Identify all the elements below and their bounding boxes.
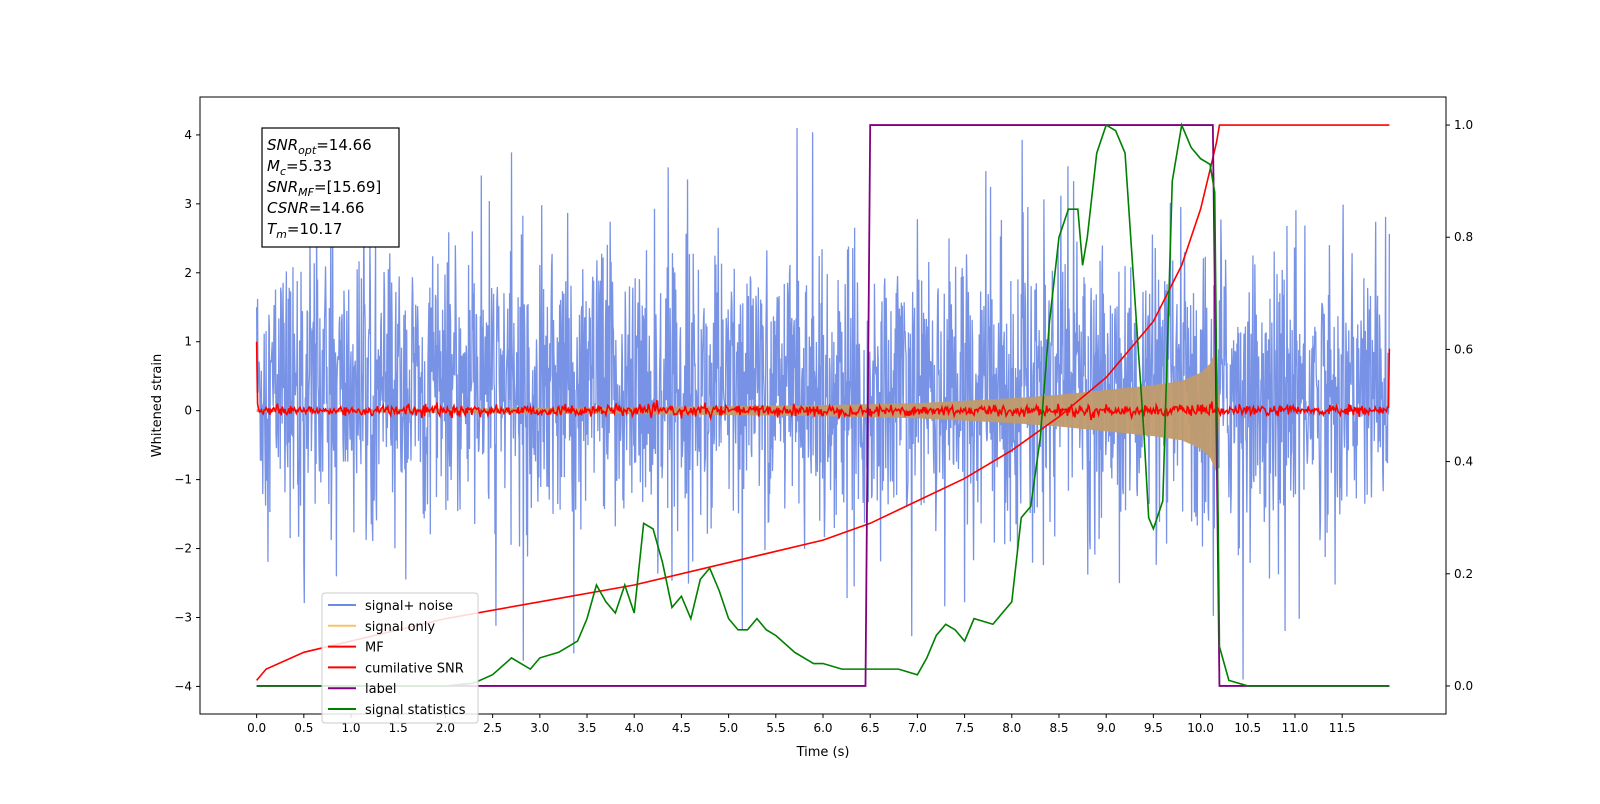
x-tick-label: 7.0: [908, 721, 927, 735]
x-tick-label: 9.0: [1097, 721, 1116, 735]
x-tick-label: 5.0: [719, 721, 738, 735]
legend-label: signal only: [365, 620, 435, 635]
x-axis-label: Time (s): [796, 745, 850, 760]
x-tick-label: 8.5: [1049, 721, 1068, 735]
y-tick-label-right: 1.0: [1454, 118, 1473, 132]
series-signal-noise: [255, 128, 1391, 680]
x-tick-label: 0.0: [247, 721, 266, 735]
y-tick-label-right: 0.4: [1454, 455, 1473, 469]
legend-label: MF: [365, 641, 384, 656]
y-tick-label-left: −1: [174, 473, 192, 487]
y-tick-label-right: 0.2: [1454, 567, 1473, 581]
info-line: SNRopt=14.66: [267, 136, 372, 157]
info-line: SNRMF=[15.69]: [267, 178, 381, 199]
y-tick-label-right: 0.6: [1454, 342, 1473, 356]
x-tick-label: 0.5: [294, 721, 313, 735]
legend-label: signal+ noise: [365, 599, 453, 614]
y-tick-label-left: 1: [184, 335, 192, 349]
x-tick-label: 9.5: [1144, 721, 1163, 735]
legend-box: [321, 592, 479, 724]
y-tick-label-left: −3: [174, 610, 192, 624]
info-line: Mc=5.33: [267, 157, 332, 178]
info-line: Tm=10.17: [267, 220, 342, 241]
x-tick-label: 2.5: [483, 721, 502, 735]
x-tick-label: 11.5: [1329, 721, 1356, 735]
x-tick-label: 1.5: [389, 721, 408, 735]
x-tick-label: 10.5: [1234, 721, 1261, 735]
y-tick-label-left: 0: [184, 404, 192, 418]
info-box: [261, 127, 400, 248]
y-tick-label-left: −4: [174, 679, 192, 693]
x-tick-label: 11.0: [1282, 721, 1309, 735]
x-tick-label: 1.0: [341, 721, 360, 735]
y-tick-label-left: 3: [184, 197, 192, 211]
x-tick-label: 6.0: [813, 721, 832, 735]
x-tick-label: 3.0: [530, 721, 549, 735]
x-tick-label: 10.0: [1187, 721, 1214, 735]
x-tick-label: 4.0: [625, 721, 644, 735]
x-tick-label: 8.0: [1002, 721, 1021, 735]
legend-label: cumilative SNR: [365, 661, 464, 676]
x-tick-label: 3.5: [577, 721, 596, 735]
x-tick-label: 4.5: [672, 721, 691, 735]
x-tick-label: 6.5: [861, 721, 880, 735]
x-tick-label: 5.5: [766, 721, 785, 735]
y-tick-label-right: 0.8: [1454, 230, 1473, 244]
x-tick-label: 2.0: [436, 721, 455, 735]
x-tick-label: 7.5: [955, 721, 974, 735]
legend-label: label: [365, 682, 396, 697]
info-line: CSNR=14.66: [267, 199, 364, 217]
series-signal-statistics: [256, 122, 1390, 687]
y-tick-label-left: −2: [174, 542, 192, 556]
y-tick-label-left: 2: [184, 266, 192, 280]
series-mf: [255, 341, 1391, 422]
y-tick-label-left: 4: [184, 128, 192, 142]
y-tick-label-right: 0.0: [1454, 679, 1473, 693]
y-axis-label: Whitened strain: [150, 354, 165, 457]
legend-label: signal statistics: [365, 703, 466, 718]
